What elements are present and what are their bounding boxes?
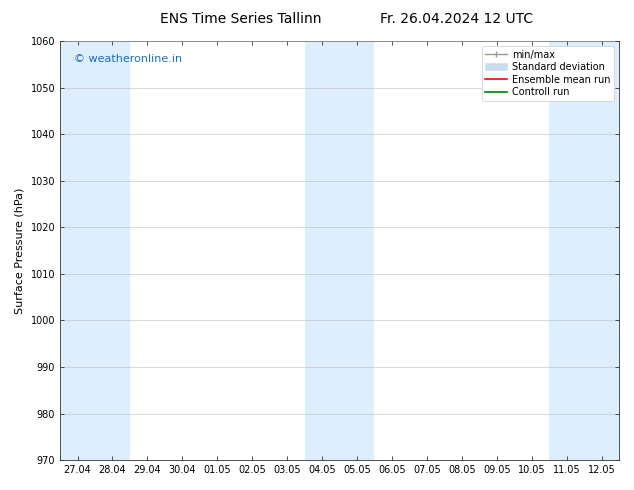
Text: © weatheronline.in: © weatheronline.in bbox=[74, 53, 182, 64]
Bar bbox=[549, 41, 619, 460]
Legend: min/max, Standard deviation, Ensemble mean run, Controll run: min/max, Standard deviation, Ensemble me… bbox=[482, 46, 614, 101]
Y-axis label: Surface Pressure (hPa): Surface Pressure (hPa) bbox=[15, 187, 25, 314]
Bar bbox=[60, 41, 130, 460]
Bar bbox=[304, 41, 375, 460]
Text: ENS Time Series Tallinn: ENS Time Series Tallinn bbox=[160, 12, 321, 26]
Text: Fr. 26.04.2024 12 UTC: Fr. 26.04.2024 12 UTC bbox=[380, 12, 533, 26]
